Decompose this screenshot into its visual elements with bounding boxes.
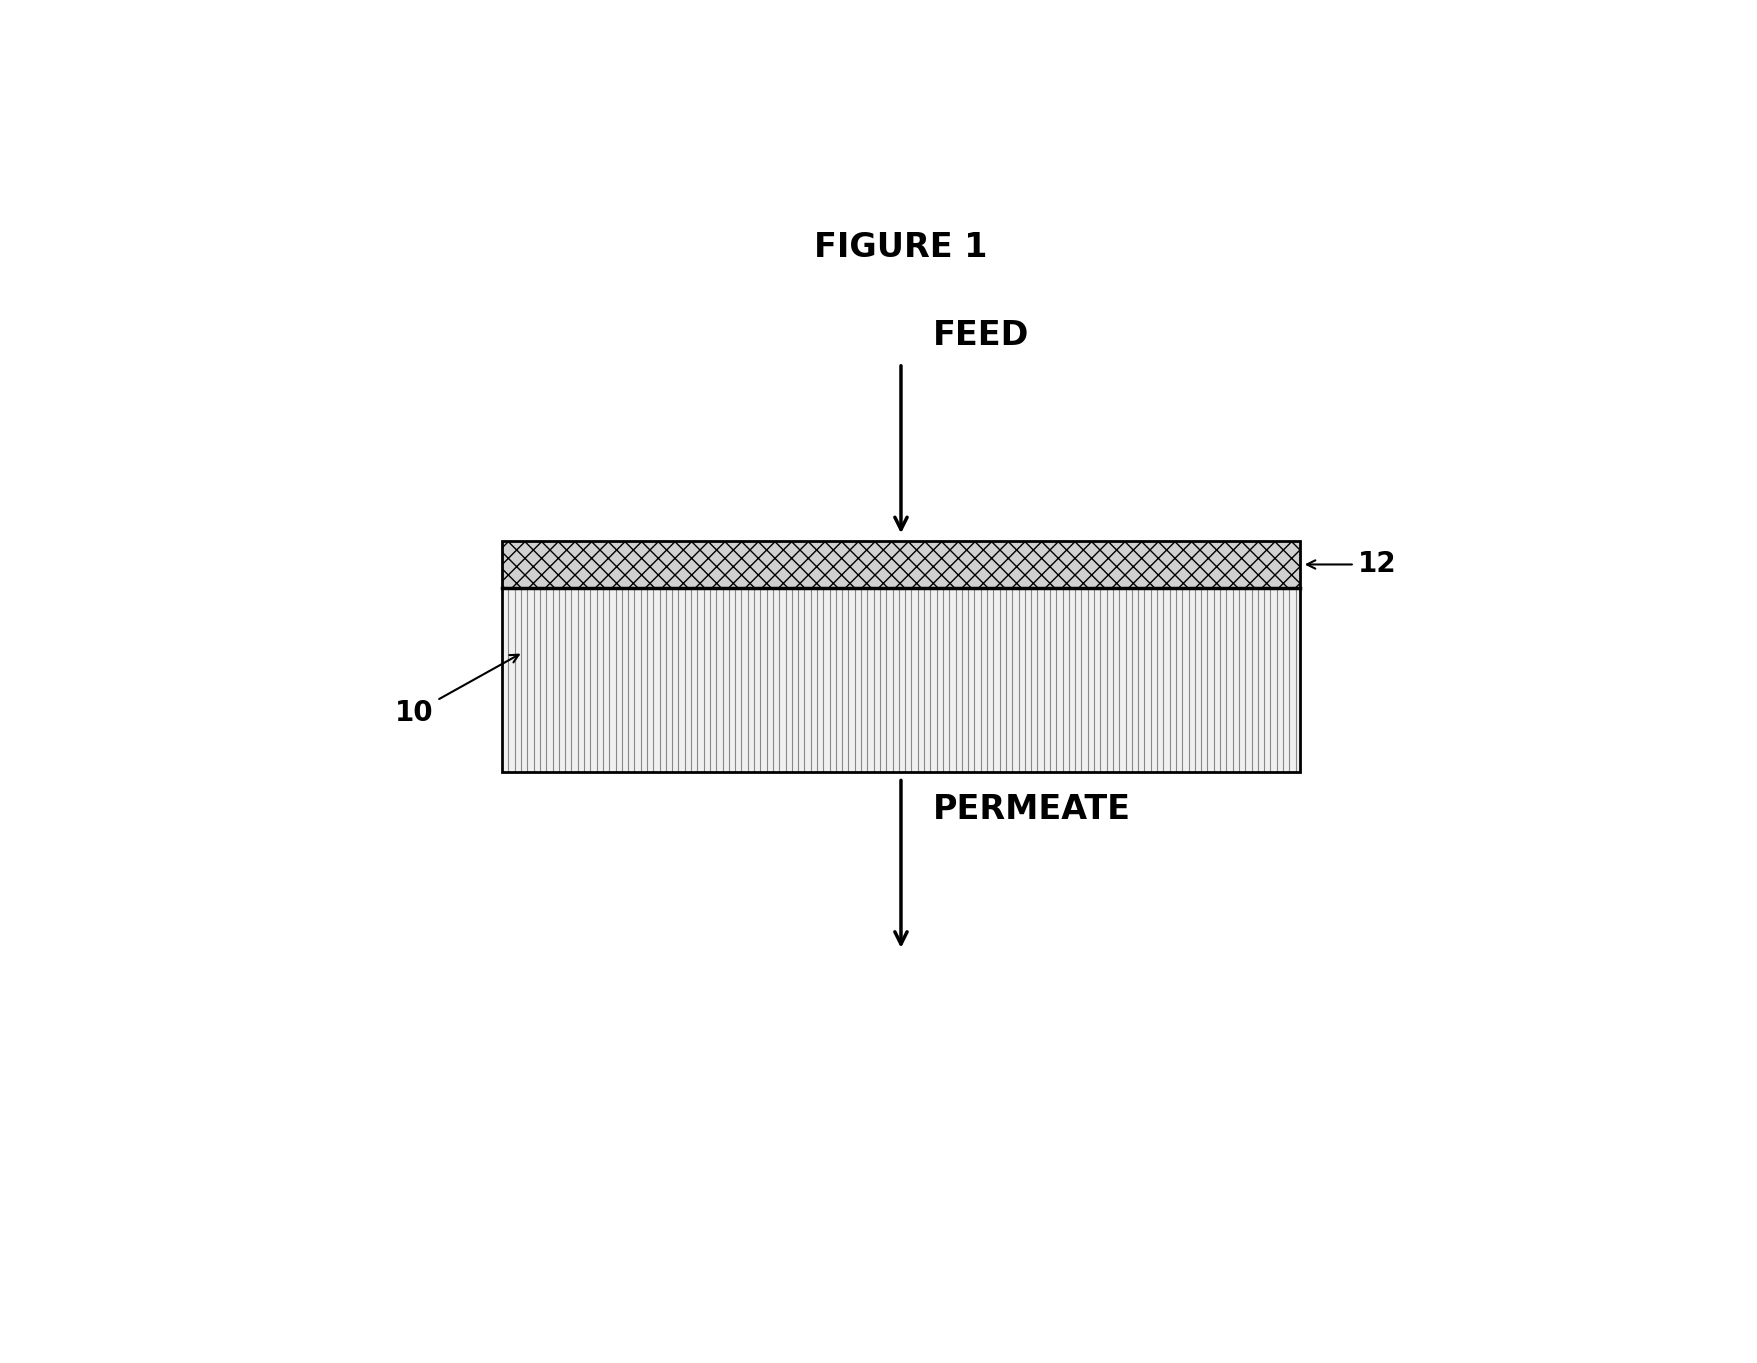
Text: 10: 10	[395, 654, 518, 726]
Bar	[503, 587, 1298, 773]
Text: PERMEATE: PERMEATE	[931, 793, 1130, 826]
Bar	[503, 541, 1298, 587]
Text: 12: 12	[1305, 551, 1395, 578]
Text: FIGURE 1: FIGURE 1	[813, 230, 987, 264]
Text: FEED: FEED	[931, 319, 1028, 353]
Bar	[503, 541, 1298, 587]
Bar	[503, 587, 1298, 773]
